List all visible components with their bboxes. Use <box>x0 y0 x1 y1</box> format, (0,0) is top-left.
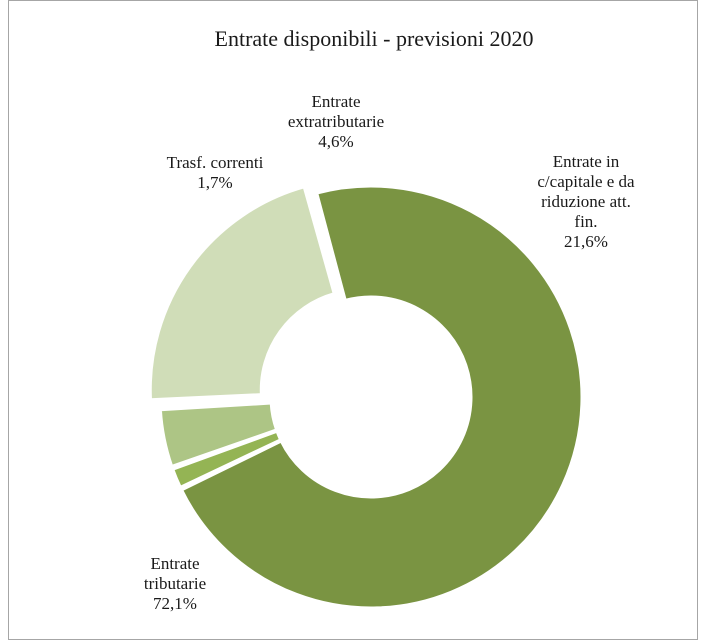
slice-name-line: extratributarie <box>288 112 384 131</box>
slice-name-line: Entrate in <box>553 152 620 171</box>
slice-label-1: Entrate tributarie 72,1% <box>144 554 206 613</box>
slice-name-line: Entrate <box>150 554 199 573</box>
slice-value: 72,1% <box>153 594 197 613</box>
pie-slice-4 <box>148 184 337 402</box>
slice-value: 4,6% <box>318 132 353 151</box>
donut-chart: Entrate disponibili - previsioni 2020 En… <box>144 26 635 613</box>
slice-label-4: Entrate in c/capitale e da riduzione att. f… <box>537 152 635 251</box>
slices-group <box>148 184 584 610</box>
labels-group: Entrate tributarie 72,1%Trasf. correnti 1,7… <box>144 92 635 613</box>
pie-slice-3 <box>158 401 279 469</box>
slice-value: 1,7% <box>197 173 232 192</box>
slice-name-line: Trasf. correnti <box>167 153 264 172</box>
slice-value: 21,6% <box>564 232 608 251</box>
slice-label-3: Entrate extratributarie 4,6% <box>288 92 384 151</box>
slice-name-line: Entrate <box>311 92 360 111</box>
chart-frame: Entrate disponibili - previsioni 2020 En… <box>8 0 698 640</box>
chart-title: Entrate disponibili - previsioni 2020 <box>215 26 534 51</box>
pie-slice-1 <box>179 184 584 610</box>
slice-name-line: c/capitale e da <box>537 172 635 191</box>
slice-name-line: fin. <box>574 212 597 231</box>
slice-name-line: riduzione att. <box>541 192 631 211</box>
slice-name-line: tributarie <box>144 574 206 593</box>
slice-label-2: Trasf. correnti 1,7% <box>167 153 264 192</box>
